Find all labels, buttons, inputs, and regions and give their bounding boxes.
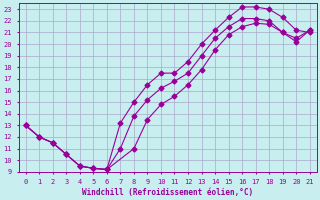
X-axis label: Windchill (Refroidissement éolien,°C): Windchill (Refroidissement éolien,°C) (82, 188, 253, 197)
